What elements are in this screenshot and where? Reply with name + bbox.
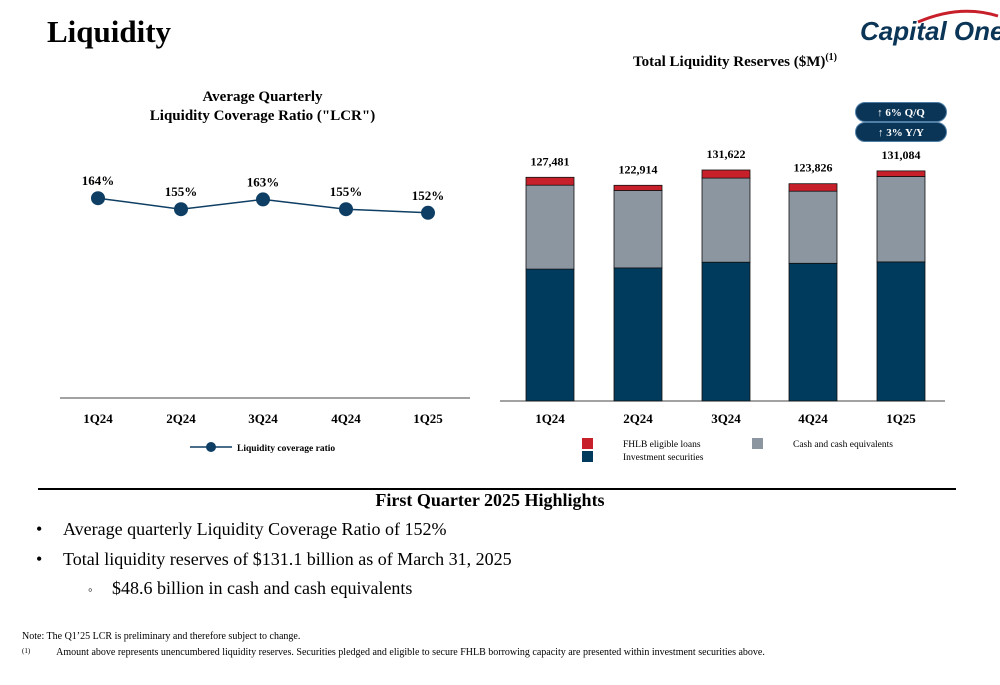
legend-label-fhlb: FHLB eligible loans (623, 440, 701, 450)
bar-segment-fhlb (788, 183, 838, 192)
lcr-title-line2: Liquidity Coverage Ratio ("LCR") (149, 108, 376, 124)
bar-total-label: 122,914 (619, 162, 658, 176)
lcr-data-label: 163% (247, 174, 280, 189)
bar-x-tick-label: 4Q24 (798, 411, 828, 426)
bar-segment-investment (525, 268, 575, 402)
highlights-title: First Quarter 2025 Highlights (375, 490, 605, 510)
yoy-change-badge: ↑ 3% Y/Y (855, 122, 947, 142)
footer-note: Note: The Q1’25 LCR is preliminary and t… (22, 631, 301, 642)
highlight-text: $48.6 billion in cash and cash equivalen… (112, 578, 413, 598)
highlight-text: Total liquidity reserves of $131.1 billi… (63, 549, 512, 569)
lcr-data-label: 152% (412, 188, 445, 203)
lcr-point (256, 192, 270, 207)
legend-swatch-cash (752, 438, 763, 449)
legend-swatch-fhlb (582, 438, 593, 449)
bar-segment-investment (701, 261, 751, 402)
highlight-bullet: • Total liquidity reserves of $131.1 bill… (36, 549, 512, 570)
lcr-legend-label: Liquidity coverage ratio (237, 444, 335, 454)
bar-segment-investment (613, 267, 663, 402)
bar-segment-fhlb (876, 170, 926, 177)
reserves-title-text: Total Liquidity Reserves ($M) (632, 54, 826, 70)
bar-segment-cash (525, 184, 575, 270)
qoq-change-badge: ↑ 6% Q/Q (855, 102, 947, 122)
lcr-x-tick-label: 4Q24 (331, 411, 361, 426)
bar-total-label: 131,622 (707, 147, 746, 161)
bullet-circle-icon: ◦ (88, 582, 93, 597)
lcr-chart-title: Average Quarterly Liquidity Coverage Rat… (130, 88, 395, 126)
bar-segment-cash (788, 190, 838, 264)
footnote: (1) Amount above represents unencumbered … (22, 647, 765, 658)
bullet-dot-icon: • (36, 549, 43, 569)
bar-total-label: 123,826 (794, 161, 833, 175)
bar-segment-fhlb (701, 169, 751, 179)
lcr-x-tick-label: 3Q24 (248, 411, 278, 426)
reserves-chart-title: Total Liquidity Reserves ($M)(1) (590, 52, 880, 71)
legend-swatch-invest (582, 451, 593, 462)
bar-segment-fhlb (525, 176, 575, 186)
lcr-x-tick-label: 1Q25 (413, 411, 443, 426)
logo-text: Capital One (860, 16, 1000, 46)
footnote-marker: (1) (22, 647, 31, 655)
lcr-x-tick-label: 2Q24 (166, 411, 196, 426)
footnote-text: Amount above represents unencumbered liq… (56, 647, 765, 658)
lcr-point (339, 202, 353, 217)
lcr-point (91, 191, 105, 206)
bar-segment-investment (876, 261, 926, 402)
bullet-dot-icon: • (36, 519, 43, 539)
bar-x-tick-label: 1Q24 (535, 411, 565, 426)
lcr-legend: Liquidity coverage ratio (190, 442, 335, 454)
lcr-data-label: 155% (165, 184, 198, 199)
lcr-data-label: 155% (330, 184, 363, 199)
bar-x-tick-label: 1Q25 (886, 411, 916, 426)
lcr-legend-marker (206, 442, 216, 452)
bar-segment-cash (613, 190, 663, 269)
bar-total-label: 127,481 (531, 154, 570, 168)
bar-legend: FHLB eligible loans Cash and cash equiva… (582, 438, 893, 463)
legend-label-cash: Cash and cash equivalents (793, 440, 893, 450)
bar-segment-cash (876, 176, 926, 263)
capital-one-logo: Capital One (860, 9, 1000, 46)
bar-x-tick-label: 2Q24 (623, 411, 653, 426)
lcr-title-line1: Average Quarterly (202, 89, 323, 105)
highlights-divider (38, 488, 956, 490)
lcr-data-label: 164% (82, 173, 115, 188)
bar-segment-fhlb (613, 184, 663, 191)
bar-segment-investment (788, 262, 838, 402)
lcr-line-chart: 164% 155% 163% 155% 152% 1Q24 2Q24 3Q24 4Q24 1Q25 (60, 173, 470, 426)
highlight-text: Average quarterly Liquidity Coverage Rat… (63, 519, 447, 539)
highlight-bullet: • Average quarterly Liquidity Coverage Ra… (36, 519, 447, 540)
page-title: Liquidity (47, 14, 172, 49)
bar-total-label: 131,084 (882, 148, 921, 162)
lcr-point (421, 205, 435, 220)
bar-x-tick-label: 3Q24 (711, 411, 741, 426)
reserves-title-footnote-ref: (1) (825, 52, 838, 63)
lcr-point (174, 202, 188, 217)
bar-segment-cash (701, 177, 751, 263)
logo-swoosh (917, 9, 999, 24)
reserves-bar-chart: 127,481 1Q24 122,914 2Q24 131,622 3Q24 123,826… (500, 147, 945, 426)
highlight-sub-bullet: ◦ $48.6 billion in cash and cash equivale… (88, 578, 412, 599)
lcr-x-tick-label: 1Q24 (83, 411, 113, 426)
legend-label-invest: Investment securities (623, 453, 704, 463)
